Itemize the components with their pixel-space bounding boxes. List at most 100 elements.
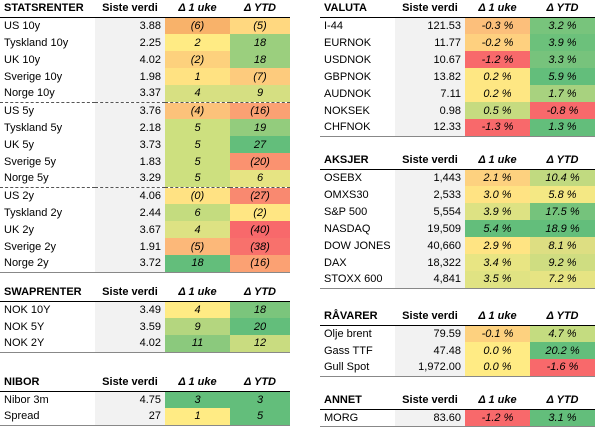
value: 19,509: [395, 220, 465, 237]
name: UK 10y: [4, 53, 41, 66]
name: MORG: [320, 409, 395, 427]
name: CHFNOK: [320, 119, 395, 137]
value: 5,554: [395, 203, 465, 220]
change-week: 1: [165, 68, 230, 85]
row: USDNOK 10.67 -1.2 % 3.3 %: [320, 51, 595, 68]
change-ytd: 3.9 %: [530, 34, 595, 51]
header-row: SWAPRENTER Siste verdi Δ 1 uke Δ YTD: [0, 284, 290, 302]
change-week: -1.2 %: [465, 409, 530, 427]
change-ytd: (7): [230, 68, 290, 85]
column-header: Siste verdi: [395, 0, 465, 18]
row: MORG 83.60 -1.2 % 3.1 %: [320, 409, 595, 427]
value: 2.18: [95, 119, 165, 136]
name: AUDNOK: [324, 87, 372, 100]
change-ytd: 17.5 %: [530, 203, 595, 220]
section-title: NIBOR: [0, 374, 95, 392]
section: SWAPRENTER Siste verdi Δ 1 uke Δ YTD NOK 10Y…: [0, 284, 290, 353]
name: US 10y: [4, 19, 41, 32]
change-week: 5: [165, 170, 230, 187]
name: Tyskland 10y: [4, 36, 69, 49]
row: CHFNOK 12.33 -1.3 % 1.3 %: [320, 119, 595, 137]
name: Olje brent: [324, 327, 372, 340]
section: AKSJER Siste verdi Δ 1 uke Δ YTD OSEBX 1,443 2…: [320, 152, 595, 289]
row: Gull Spot 1,972.00 0.0 % -1.6 %: [320, 359, 595, 377]
name: Gass TTF: [324, 344, 373, 357]
change-ytd: 18: [230, 34, 290, 51]
name: NOK 2Y: [0, 335, 95, 353]
value: 1,972.00: [395, 359, 465, 377]
row: OSEBX 1,443 2.1 % 10.4 %: [320, 169, 595, 186]
column-header: Siste verdi: [95, 0, 165, 18]
change-ytd: 1.7 %: [530, 85, 595, 102]
change-week: (6): [165, 17, 230, 34]
column-header: Δ YTD: [530, 0, 595, 18]
column-header: Siste verdi: [395, 152, 465, 170]
value: 7.11: [395, 85, 465, 102]
change-week: 5: [165, 119, 230, 136]
name: NOK 5Y: [4, 320, 45, 333]
change-week: 2.9 %: [465, 237, 530, 254]
row: NOK 5Y 3.59 9 20: [0, 318, 290, 335]
change-week: 11: [165, 335, 230, 353]
column-header: Siste verdi: [95, 374, 165, 392]
row: Sverige 10y 1.98 1 (7): [0, 68, 290, 85]
row: NOK 2Y 4.02 11 12: [0, 335, 290, 353]
value: 3.73: [95, 136, 165, 153]
name: UK 5y: [4, 138, 34, 151]
value: 1.83: [95, 153, 165, 170]
header-row: ANNET Siste verdi Δ 1 uke Δ YTD: [320, 392, 595, 410]
value: 79.59: [395, 325, 465, 342]
row: Norge 2y 3.72 18 (16): [0, 255, 290, 273]
name: UK 2y: [4, 223, 34, 236]
row: UK 5y 3.73 5 27: [0, 136, 290, 153]
column-header: Δ 1 uke: [465, 0, 530, 18]
row: Olje brent 79.59 -0.1 % 4.7 %: [320, 325, 595, 342]
name: OSEBX: [324, 171, 362, 184]
column-header: Δ YTD: [530, 308, 595, 326]
change-ytd: 3.2 %: [530, 17, 595, 34]
change-ytd: 3.1 %: [530, 409, 595, 427]
change-ytd: 12: [230, 335, 290, 353]
row: Tyskland 5y 2.18 5 19: [0, 119, 290, 136]
row: UK 2y 3.67 4 (40): [0, 221, 290, 238]
name: Tyskland 2y: [4, 206, 63, 219]
value: 121.53: [395, 17, 465, 34]
row: NOK 10Y 3.49 4 18: [0, 301, 290, 318]
row: Sverige 2y 1.91 (5) (38): [0, 238, 290, 255]
header-row: VALUTA Siste verdi Δ 1 uke Δ YTD: [320, 0, 595, 18]
row: DOW JONES 40,660 2.9 % 8.1 %: [320, 237, 595, 254]
name: NOKSEK: [324, 104, 370, 117]
change-week: 0.5 %: [465, 102, 530, 119]
name: Tyskland 5y: [4, 121, 63, 134]
column-header: Δ 1 uke: [165, 0, 230, 18]
name: Nibor 3m: [4, 393, 49, 406]
value: 10.67: [395, 51, 465, 68]
column-header: Δ 1 uke: [165, 374, 230, 392]
column-header: Siste verdi: [395, 308, 465, 326]
change-ytd: 5: [230, 408, 290, 426]
value: 1.98: [95, 68, 165, 85]
name: Norge 5y: [4, 172, 49, 185]
row: US 2y 4.06 (0) (27): [0, 186, 290, 204]
row: EURNOK 11.77 -0.2 % 3.9 %: [320, 34, 595, 51]
name: DAX: [324, 256, 347, 269]
value: 3.59: [95, 318, 165, 335]
row: DAX 18,322 3.4 % 9.2 %: [320, 254, 595, 271]
value: 12.33: [395, 119, 465, 137]
row: I-44 121.53 -0.3 % 3.2 %: [320, 17, 595, 34]
change-ytd: (16): [230, 101, 290, 119]
change-ytd: (38): [230, 238, 290, 255]
change-week: 0.2 %: [465, 85, 530, 102]
change-ytd: 18.9 %: [530, 220, 595, 237]
change-ytd: 20: [230, 318, 290, 335]
change-week: 4: [165, 301, 230, 318]
row: OMXS30 2,533 3.0 % 5.8 %: [320, 186, 595, 203]
value: 1,443: [395, 169, 465, 186]
value: 18,322: [395, 254, 465, 271]
value: 0.98: [395, 102, 465, 119]
change-ytd: -0.8 %: [530, 102, 595, 119]
value: 4,841: [395, 271, 465, 289]
value: 83.60: [395, 409, 465, 427]
change-ytd: (16): [230, 255, 290, 273]
change-ytd: (2): [230, 204, 290, 221]
